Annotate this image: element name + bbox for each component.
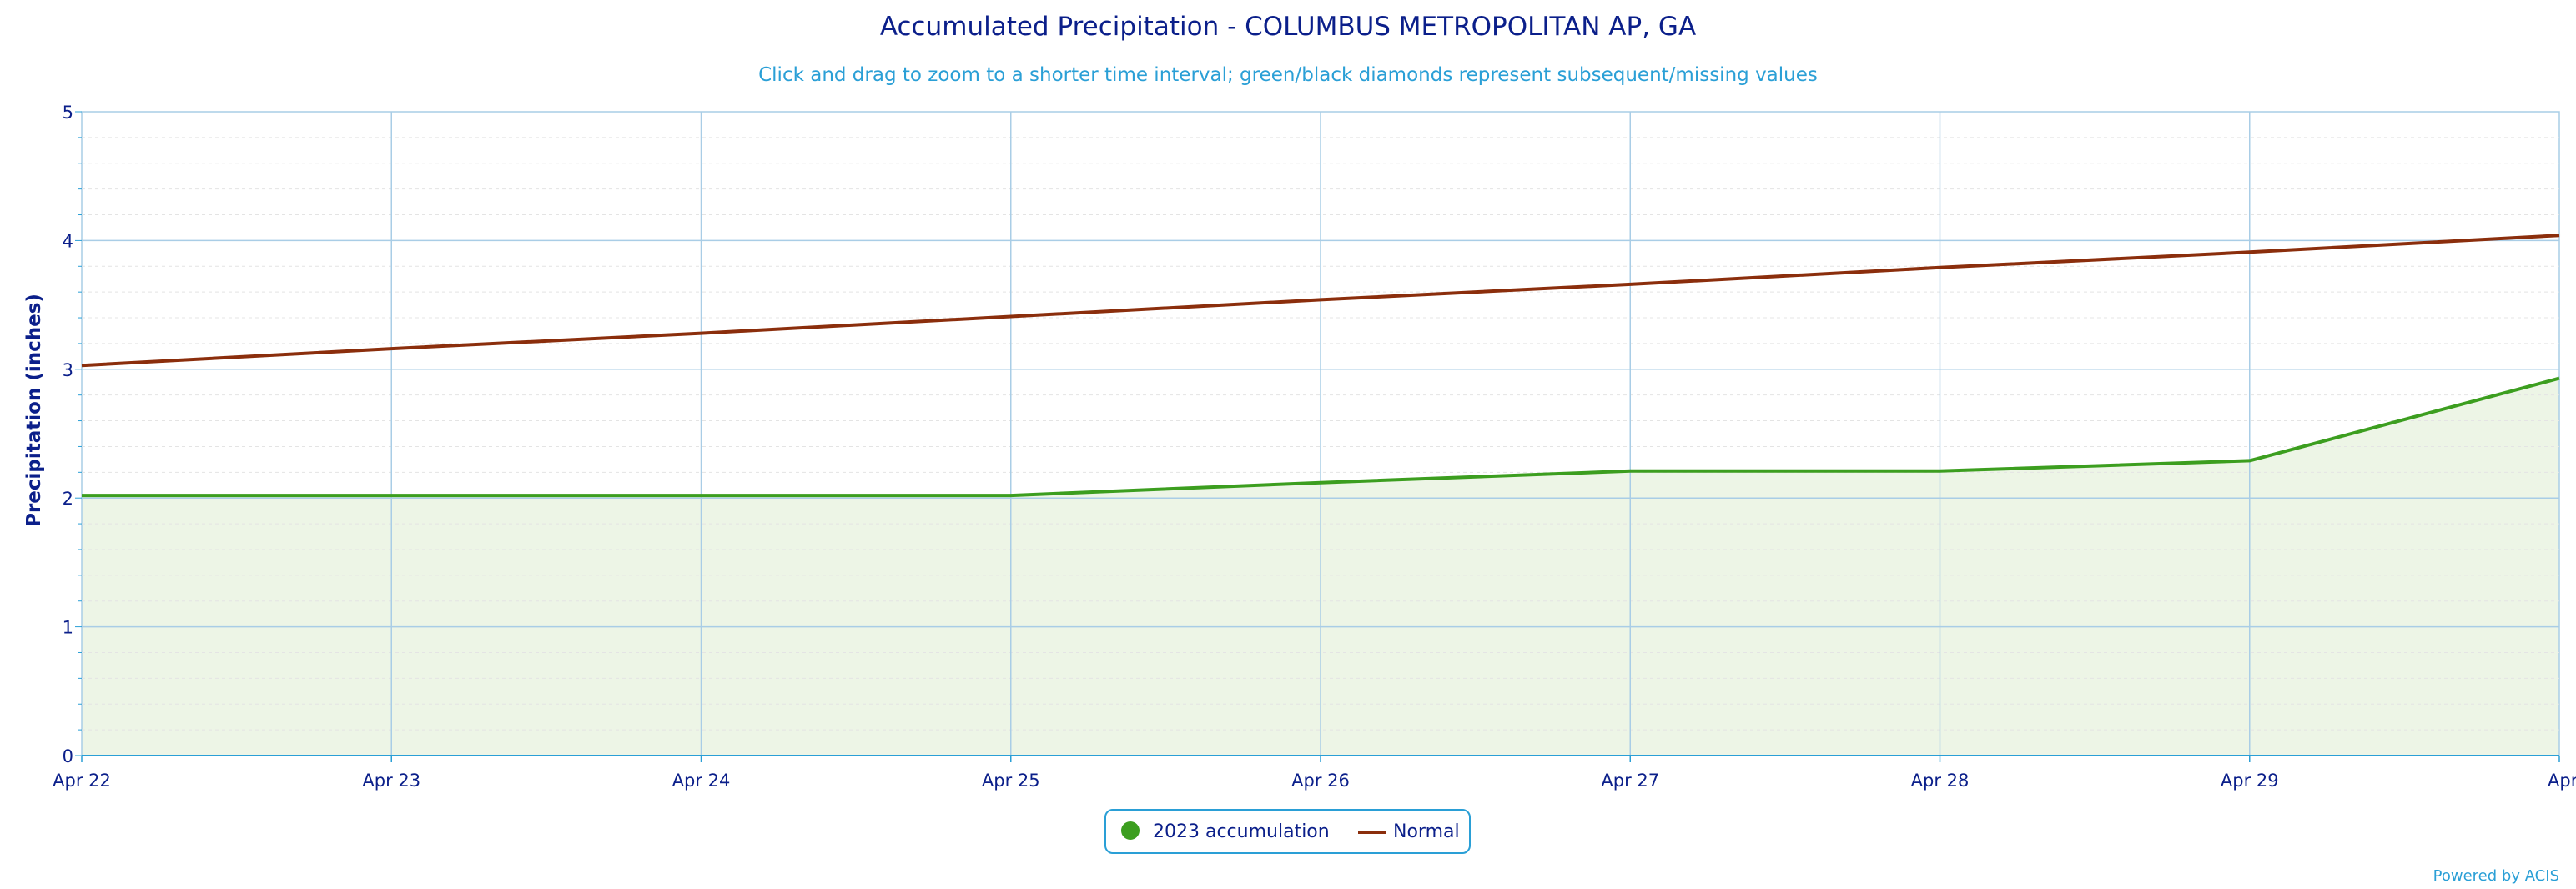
axes: 0 1 2 3 4 5 Apr 22 Apr 23 Apr 24 Apr 25 Apr 26 Apr … (53, 103, 2576, 791)
y-tick-label: 3 (63, 360, 73, 380)
x-tick-label: Apr 25 (982, 771, 1040, 791)
x-tick-label: Apr 3 (2548, 771, 2576, 791)
grid (81, 111, 2560, 756)
x-tick-label: Apr 26 (1291, 771, 1350, 791)
data-point-normal[interactable] (1009, 314, 1013, 318)
legend[interactable]: 2023 accumulation Normal (1104, 809, 1471, 854)
data-point-2023-accumulation[interactable] (1319, 481, 1322, 485)
legend-label-2023-accumulation: 2023 accumulation (1153, 821, 1330, 842)
chart-title: Accumulated Precipitation - COLUMBUS MET… (880, 12, 1696, 42)
data-point-normal[interactable] (700, 332, 703, 335)
legend-symbol-2023-accumulation (1121, 821, 1140, 840)
y-axis-title: Precipitation (inches) (23, 294, 45, 527)
y-tick-label: 5 (63, 103, 73, 123)
data-point-normal[interactable] (1939, 266, 1942, 269)
legend-item-2023-accumulation[interactable]: 2023 accumulation (1121, 821, 1330, 842)
series-line-normal[interactable] (81, 234, 2560, 368)
x-tick-label: Apr 23 (362, 771, 420, 791)
x-tick-label: Apr 29 (2221, 771, 2279, 791)
data-point-normal[interactable] (1628, 283, 1632, 286)
legend-item-normal[interactable]: Normal (1358, 821, 1460, 842)
series-lines (80, 234, 2561, 498)
y-tick-label: 2 (63, 489, 73, 509)
data-point-2023-accumulation[interactable] (1009, 494, 1013, 497)
data-point-2023-accumulation[interactable] (1628, 470, 1632, 473)
x-tick-label: Apr 28 (1911, 771, 1970, 791)
series-line-2023-accumulation[interactable] (82, 376, 2560, 498)
data-point-normal[interactable] (2248, 250, 2251, 254)
y-tick-label: 0 (63, 746, 73, 766)
data-point-2023-accumulation[interactable] (80, 494, 83, 497)
y-tick-label: 4 (63, 231, 73, 251)
data-point-2023-accumulation[interactable] (700, 494, 703, 497)
legend-box (1104, 809, 1471, 854)
data-point-normal[interactable] (2558, 234, 2561, 237)
plot-area[interactable]: 0 1 2 3 4 5 Apr 22 Apr 23 Apr 24 Apr 25 Apr 26 Apr … (53, 103, 2576, 791)
data-point-2023-accumulation[interactable] (1939, 470, 1942, 473)
data-point-normal[interactable] (80, 364, 83, 367)
data-point-normal[interactable] (390, 347, 393, 350)
data-point-2023-accumulation[interactable] (2248, 459, 2251, 462)
chart-subtitle: Click and drag to zoom to a shorter time… (758, 64, 1818, 86)
x-tick-label: Apr 24 (672, 771, 731, 791)
legend-label-normal: Normal (1393, 821, 1460, 842)
x-tick-label: Apr 22 (53, 771, 111, 791)
data-point-2023-accumulation[interactable] (390, 494, 393, 497)
credit-link[interactable]: Powered by ACIS (2433, 867, 2559, 885)
x-tick-label: Apr 27 (1601, 771, 1659, 791)
data-point-normal[interactable] (1319, 298, 1322, 301)
y-tick-label: 1 (63, 618, 73, 638)
data-point-2023-accumulation[interactable] (2558, 377, 2561, 380)
